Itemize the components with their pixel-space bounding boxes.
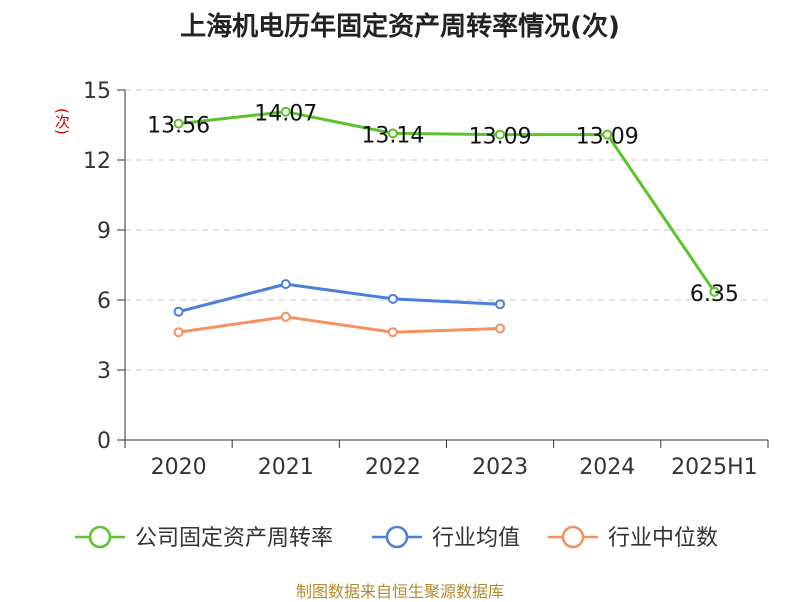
data-point: [709, 286, 720, 297]
data-point: [173, 327, 184, 338]
data-point: [387, 293, 398, 304]
y-tick-label: 0: [97, 429, 111, 454]
data-point: [387, 128, 398, 139]
data-label: 14.07: [254, 102, 317, 127]
data-point: [173, 118, 184, 129]
data-point: [173, 306, 184, 317]
x-tick-label: 2021: [258, 455, 314, 480]
x-tick-label: 2023: [472, 455, 528, 480]
y-axis-unit: (次): [53, 108, 71, 135]
y-tick-label: 15: [83, 79, 111, 104]
x-tick-label: 2020: [151, 455, 207, 480]
chart-title: 上海机电历年固定资产周转率情况(次): [180, 12, 620, 42]
x-tick-label: 2022: [365, 455, 421, 480]
data-label: 13.56: [147, 114, 210, 139]
data-point: [495, 323, 506, 334]
legend-label: 行业均值: [432, 526, 520, 551]
y-tick-label: 6: [97, 289, 111, 314]
data-point: [602, 129, 613, 140]
data-label: 6.35: [690, 282, 739, 307]
legend-marker: [561, 525, 585, 549]
data-label: 13.14: [361, 123, 424, 148]
data-point: [280, 279, 291, 290]
x-tick-label: 2024: [579, 455, 635, 480]
source-note: 制图数据来自恒生聚源数据库: [295, 582, 504, 601]
y-tick-label: 3: [97, 359, 111, 384]
y-tick-label: 9: [97, 219, 111, 244]
series-line: [178, 315, 501, 334]
data-point: [495, 299, 506, 310]
data-point: [495, 129, 506, 140]
x-tick-label: 2025H1: [671, 455, 758, 480]
data-point: [280, 311, 291, 322]
data-label: 13.09: [469, 125, 532, 150]
series-line: [178, 110, 716, 293]
series-line: [178, 282, 501, 314]
data-label: 13.09: [576, 125, 639, 150]
y-tick-label: 12: [83, 149, 111, 174]
data-point: [387, 327, 398, 338]
legend-label: 行业中位数: [608, 526, 718, 551]
legend-marker: [88, 525, 112, 549]
legend-marker: [385, 525, 409, 549]
data-point: [280, 106, 291, 117]
legend-label: 公司固定资产周转率: [135, 526, 333, 551]
